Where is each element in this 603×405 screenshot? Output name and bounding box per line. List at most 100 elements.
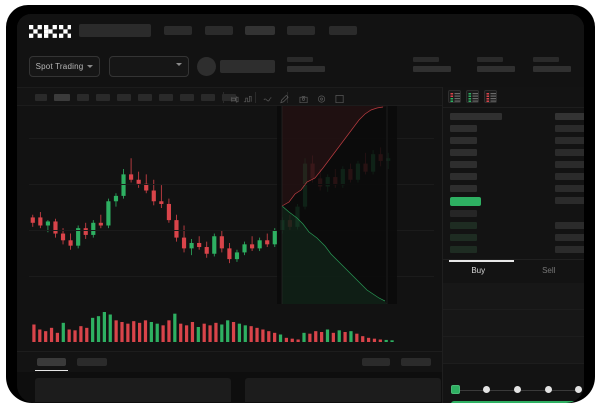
- slider-step-75[interactable]: [545, 386, 552, 393]
- orderbook-bid-row[interactable]: [450, 210, 477, 217]
- timeframe-button-2[interactable]: [77, 94, 89, 101]
- nav-item-4[interactable]: [329, 26, 357, 35]
- slider-step-50[interactable]: [514, 386, 521, 393]
- order-entry-form: [443, 281, 584, 381]
- orderbook-ask-row[interactable]: [450, 185, 477, 192]
- market-type-label: Spot Trading: [35, 62, 84, 71]
- stat-value: [287, 66, 325, 72]
- orderbook-header-right: [555, 113, 584, 120]
- orderbook[interactable]: [443, 108, 584, 259]
- price-chart[interactable]: [17, 106, 442, 304]
- amount-percent-slider[interactable]: [451, 385, 582, 395]
- stat-label: [287, 57, 313, 62]
- bottom-panel-left[interactable]: [35, 378, 231, 402]
- fullscreen-icon[interactable]: [335, 92, 345, 104]
- tab-sell[interactable]: Sell: [542, 266, 556, 275]
- bottom-panels: [17, 372, 442, 403]
- active-tab-underline: [449, 260, 514, 262]
- orderbook-ask-row[interactable]: [450, 137, 477, 144]
- orderbook-last-size: [555, 197, 584, 204]
- slider-handle[interactable]: [451, 385, 460, 394]
- timeframe-button-0[interactable]: [35, 94, 47, 101]
- market-stat-1: [413, 57, 451, 72]
- slider-step-100[interactable]: [575, 386, 582, 393]
- app-screen: Spot Trading: [17, 14, 584, 403]
- timeframe-button-9[interactable]: [222, 94, 236, 101]
- timeframe-button-3[interactable]: [96, 94, 110, 101]
- orderbook-ask-row[interactable]: [450, 125, 477, 132]
- okx-logo-icon[interactable]: [29, 25, 71, 38]
- stat-value: [477, 66, 515, 72]
- orderbook-bid-size: [555, 234, 584, 241]
- settings-icon[interactable]: [317, 92, 327, 103]
- market-stat-0: [287, 57, 325, 72]
- orderbook-view-mode-group: [448, 90, 497, 105]
- tab-order-history[interactable]: [77, 358, 107, 366]
- timeframe-button-4[interactable]: [117, 94, 131, 101]
- asks-only-view-icon[interactable]: [484, 90, 497, 103]
- slider-step-25[interactable]: [483, 386, 490, 393]
- orderbook-bid-row[interactable]: [450, 246, 477, 253]
- timeframe-button-6[interactable]: [159, 94, 173, 101]
- pair-avatar: [197, 57, 216, 76]
- pencil-icon[interactable]: [279, 92, 289, 104]
- chart-gridline: [29, 230, 434, 231]
- timeframe-button-1[interactable]: [54, 94, 70, 101]
- tab-open-orders[interactable]: [35, 358, 68, 371]
- orderbook-ask-size: [555, 125, 584, 132]
- toolbar-divider: [255, 92, 256, 103]
- tab-extra-1[interactable]: [401, 358, 431, 366]
- camera-icon[interactable]: [299, 92, 309, 104]
- buy-sell-tab-bar: Buy Sell: [443, 259, 584, 281]
- chevron-down-icon: [87, 65, 94, 68]
- submit-buy-button[interactable]: [451, 401, 579, 403]
- market-type-dropdown[interactable]: Spot Trading: [29, 56, 100, 77]
- trading-pair-select[interactable]: [109, 56, 189, 77]
- market-stat-3: [533, 57, 571, 72]
- indicator-icon[interactable]: [243, 92, 253, 103]
- order-field-1[interactable]: [443, 310, 584, 336]
- both-sides-view-icon[interactable]: [448, 90, 461, 103]
- orderbook-ask-size: [555, 161, 584, 168]
- timeframe-button-8[interactable]: [201, 94, 215, 101]
- depth-chart-overlay: [277, 106, 397, 304]
- orderbook-bid-size: [555, 246, 584, 253]
- orderbook-bid-row[interactable]: [450, 222, 477, 229]
- orders-tab-bar: [17, 351, 442, 372]
- top-navigation-bar: [17, 14, 584, 47]
- bids-only-view-icon[interactable]: [466, 90, 479, 103]
- tab-buy[interactable]: Buy: [471, 266, 486, 275]
- toolbar-divider: [223, 92, 224, 103]
- tab-extra-0[interactable]: [362, 358, 390, 366]
- nav-item-0[interactable]: [164, 26, 192, 35]
- market-stat-2: [477, 57, 515, 72]
- candlestick-type-icon[interactable]: [229, 92, 239, 103]
- stat-label: [533, 57, 559, 62]
- orderbook-ask-size: [555, 149, 584, 156]
- orderbook-ask-row[interactable]: [450, 173, 477, 180]
- orderbook-last-price: [450, 197, 481, 206]
- orderbook-ask-row[interactable]: [450, 149, 477, 156]
- global-search-input[interactable]: [79, 24, 151, 37]
- nav-item-3[interactable]: [287, 26, 315, 35]
- volume-series: [32, 312, 394, 342]
- order-field-0[interactable]: [443, 283, 584, 309]
- form-divider: [443, 309, 584, 310]
- chart-toolbar: [17, 87, 442, 106]
- orderbook-divider: [443, 107, 584, 108]
- stat-value: [413, 66, 451, 72]
- nav-item-2[interactable]: [245, 26, 275, 35]
- orderbook-ask-row[interactable]: [450, 161, 477, 168]
- chart-gridline: [29, 138, 434, 139]
- order-field-2[interactable]: [443, 337, 584, 363]
- stat-value: [533, 66, 571, 72]
- bottom-panel-right[interactable]: [245, 378, 441, 402]
- nav-item-1[interactable]: [205, 26, 233, 35]
- orderbook-and-trade-panel: Buy Sell: [442, 87, 584, 403]
- orderbook-ask-size: [555, 137, 584, 144]
- orderbook-bid-row[interactable]: [450, 234, 477, 241]
- chevron-down-icon: [176, 63, 182, 66]
- timeframe-button-5[interactable]: [138, 94, 152, 101]
- timeframe-button-7[interactable]: [180, 94, 194, 101]
- wave-icon[interactable]: [263, 92, 273, 103]
